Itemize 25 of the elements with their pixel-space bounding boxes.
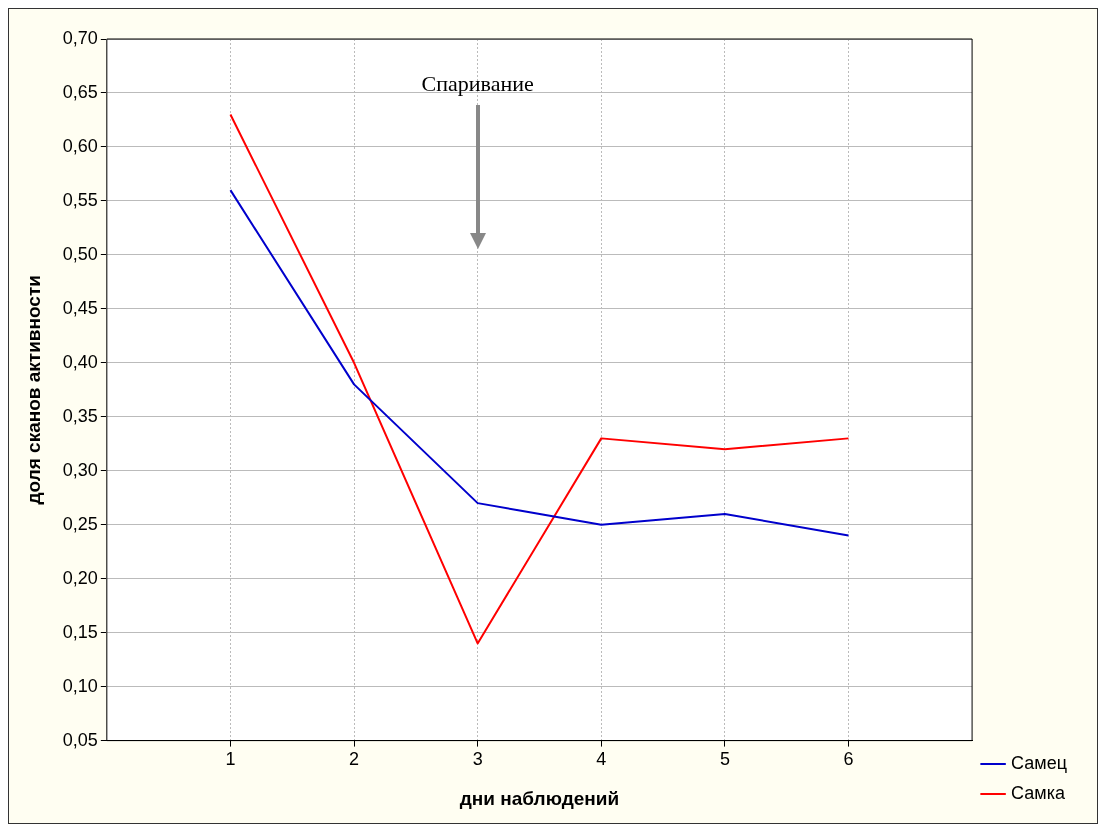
y-tick-label: 0,60	[62, 135, 98, 156]
x-tick-label: 2	[349, 749, 360, 770]
y-tick-label: 0,45	[62, 297, 98, 318]
y-tick-label: 0,35	[62, 405, 98, 426]
y-tick-label: 0,55	[62, 189, 98, 210]
legend-label: Самка	[1011, 782, 1066, 803]
y-tick-label: 0,70	[62, 27, 98, 48]
y-tick-label: 0,25	[62, 513, 98, 534]
y-tick-label: 0,30	[62, 459, 98, 480]
x-tick-label: 4	[596, 749, 607, 770]
x-tick-label: 3	[472, 749, 483, 770]
y-tick-label: 0,40	[62, 351, 98, 372]
y-tick-label: 0,65	[62, 81, 98, 102]
y-tick-label: 0,50	[62, 243, 98, 264]
y-tick-label: 0,10	[62, 675, 98, 696]
y-tick-label: 0,20	[62, 567, 98, 588]
y-tick-label: 0,05	[62, 729, 98, 750]
y-axis-title: доля сканов активности	[22, 275, 44, 505]
annotation: Спаривание	[420, 70, 535, 99]
x-axis-title: дни наблюдений	[459, 787, 620, 809]
x-tick-label: 6	[843, 749, 854, 770]
x-tick-label: 1	[225, 749, 236, 770]
y-tick-label: 0,15	[62, 621, 98, 642]
legend-label: Самец	[1011, 752, 1068, 773]
x-tick-label: 5	[719, 749, 730, 770]
